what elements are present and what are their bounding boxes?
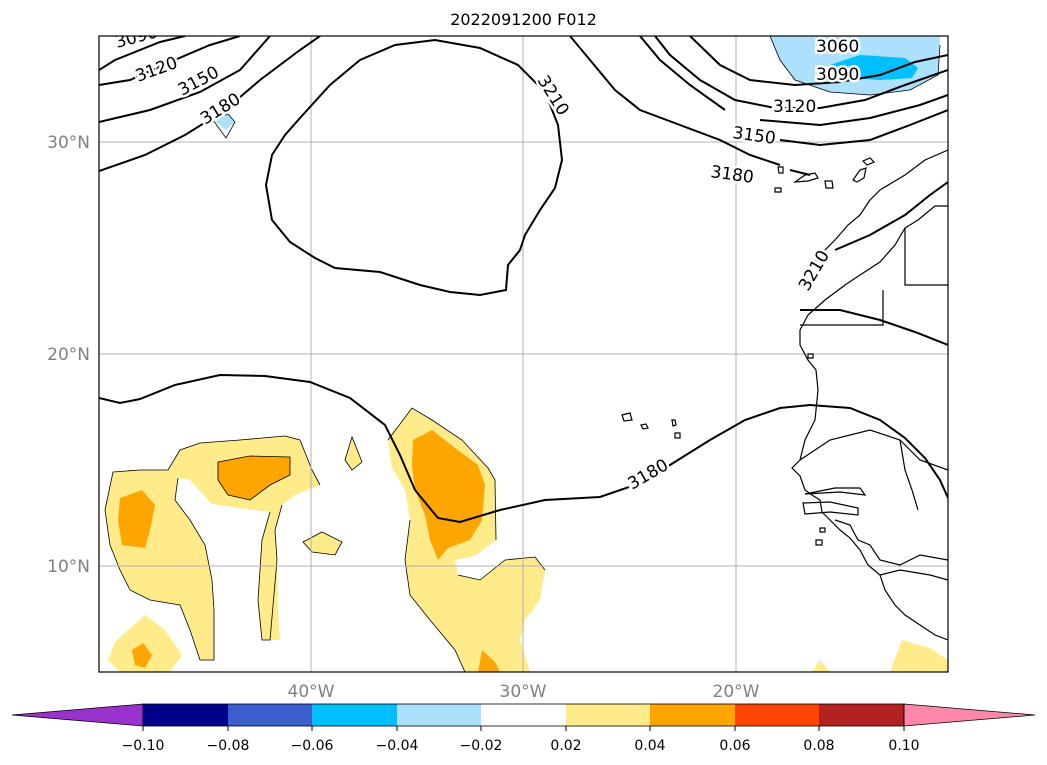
height-contours <box>99 36 948 524</box>
map-area: 3090 3120 3150 3180 3210 3060 3090 3120 … <box>99 22 948 672</box>
lon-label: 40°W <box>288 682 335 702</box>
contour-label: 3120 <box>133 53 180 87</box>
coastlines <box>621 149 948 641</box>
colorbar-segment <box>735 704 819 726</box>
negative-shading-strong <box>830 55 918 80</box>
colorbar-tick-label: 0.10 <box>888 738 919 754</box>
colorbar-segment <box>650 704 735 726</box>
colorbar-segment <box>397 704 481 726</box>
contour-label: 3150 <box>731 123 777 149</box>
contour-label: 3060 <box>816 37 859 57</box>
lat-label: 20°N <box>47 345 90 365</box>
colorbar-tick-label: −0.08 <box>207 738 250 754</box>
colorbar-segment <box>566 704 650 726</box>
gridlines <box>99 36 948 672</box>
lon-label: 20°W <box>713 682 760 702</box>
positive-shading-strong <box>118 430 500 672</box>
colorbar: −0.10 −0.08 −0.06 −0.04 −0.02 0.02 0.04 … <box>11 703 1036 754</box>
contour-label: 3210 <box>533 72 573 119</box>
colorbar-segment <box>143 704 228 726</box>
colorbar-max-extension <box>903 703 1036 727</box>
colorbar-tick-label: 0.04 <box>634 738 665 754</box>
colorbar-tick-label: −0.02 <box>460 738 503 754</box>
colorbar-segment <box>819 704 904 726</box>
colorbar-tick-label: 0.02 <box>550 738 581 754</box>
contour-label: 3150 <box>175 62 223 100</box>
colorbar-segment <box>228 704 312 726</box>
colorbar-segment <box>312 704 397 726</box>
contour-label: 3090 <box>816 65 859 85</box>
contour-label: 3210 <box>795 247 834 294</box>
lon-label: 30°W <box>500 682 547 702</box>
map-frame <box>98 35 949 673</box>
contour-label: 3180 <box>709 162 755 188</box>
lat-label: 10°N <box>47 557 90 577</box>
colorbar-tick-label: −0.10 <box>122 738 165 754</box>
colorbar-tick-label: 0.08 <box>803 738 834 754</box>
colorbar-tick-label: −0.04 <box>376 738 419 754</box>
colorbar-tick-label: −0.06 <box>291 738 334 754</box>
lat-label: 30°N <box>47 133 90 153</box>
contour-label: 3120 <box>773 97 816 117</box>
contour-labels: 3090 3120 3150 3180 3210 3060 3090 3120 … <box>111 22 862 497</box>
colorbar-tick-label: 0.06 <box>719 738 750 754</box>
colorbar-segment <box>481 704 566 726</box>
colorbar-min-extension <box>11 703 144 727</box>
map-title: 2022091200 F012 <box>450 10 597 29</box>
contour-label: 3090 <box>113 22 160 53</box>
contour-label: 3180 <box>625 455 672 494</box>
